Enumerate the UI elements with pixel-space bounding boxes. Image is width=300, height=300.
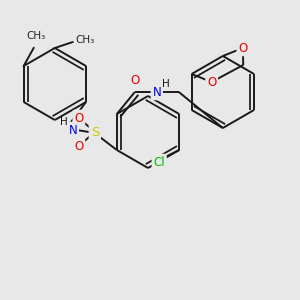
Text: CH₃: CH₃	[26, 31, 45, 41]
Text: O: O	[74, 112, 83, 124]
Text: Cl: Cl	[153, 155, 165, 169]
Text: O: O	[130, 74, 140, 86]
Text: O: O	[238, 41, 248, 55]
Text: N: N	[152, 85, 161, 98]
Text: N: N	[68, 124, 77, 136]
Text: CH₃: CH₃	[75, 35, 94, 45]
Text: O: O	[207, 76, 216, 88]
Text: H: H	[60, 117, 68, 127]
Text: S: S	[91, 125, 99, 139]
Text: O: O	[74, 140, 83, 152]
Text: H: H	[162, 79, 170, 89]
